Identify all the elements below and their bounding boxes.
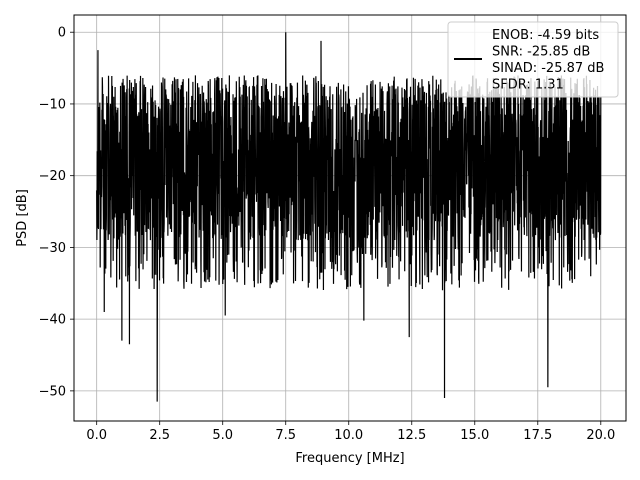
- y-tick-label: −20: [39, 169, 66, 184]
- x-axis-label: Frequency [MHz]: [295, 451, 404, 466]
- x-tick-label: 12.5: [397, 428, 426, 443]
- y-tick-label: −10: [39, 97, 66, 112]
- legend-entry: SFDR: 1.31: [492, 78, 564, 93]
- x-tick-label: 7.5: [275, 428, 296, 443]
- legend-box: [447, 21, 619, 98]
- x-axis: 0.0 2.5 5.0 7.5 10.0 12.5 15.0 17.5 20.0: [86, 421, 615, 443]
- x-tick-label: 20.0: [586, 428, 615, 443]
- plot-frame: [73, 14, 627, 422]
- x-tick-label: 15.0: [460, 428, 489, 443]
- legend-entry: ENOB: -4.59 bits: [492, 28, 599, 43]
- legend-entry: SINAD: -25.87 dB: [492, 61, 604, 76]
- legend-entry: SNR: -25.85 dB: [492, 45, 590, 60]
- y-tick-label: 0: [58, 26, 66, 41]
- x-tick-label: 2.5: [149, 428, 170, 443]
- y-axis-label: PSD [dB]: [15, 189, 30, 247]
- psd-series-0: [96, 32, 602, 402]
- y-tick-label: −50: [39, 384, 66, 399]
- y-axis: 0 −10 −20 −30 −40 −50: [39, 26, 74, 399]
- x-tick-label: 5.0: [212, 428, 233, 443]
- y-tick-label: −40: [39, 313, 66, 328]
- x-tick-label: 0.0: [86, 428, 107, 443]
- plot-area: [96, 32, 602, 402]
- x-tick-label: 17.5: [523, 428, 552, 443]
- x-tick-label: 10.0: [334, 428, 363, 443]
- y-tick-label: −30: [39, 241, 66, 256]
